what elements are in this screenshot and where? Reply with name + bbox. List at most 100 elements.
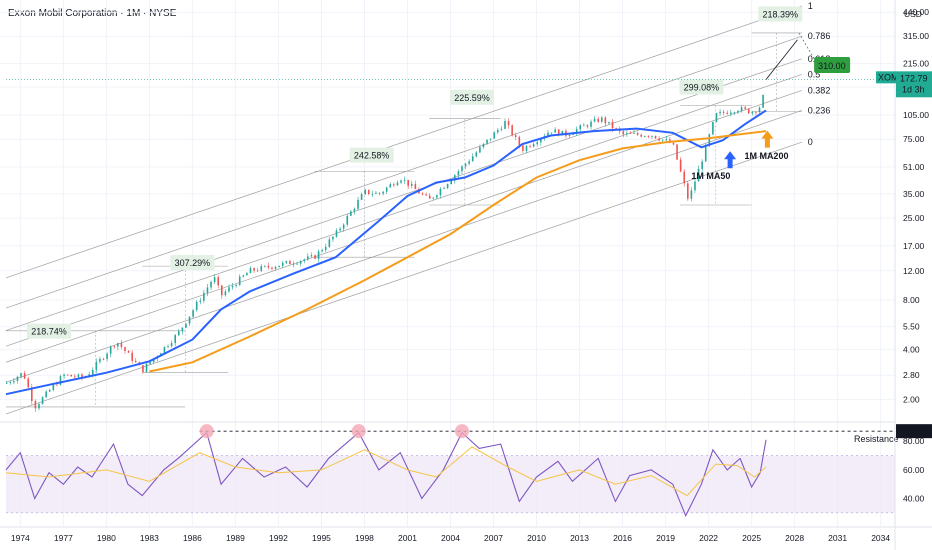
candle-body (74, 376, 76, 378)
x-tick-label: 2007 (484, 533, 503, 543)
pct-box (679, 79, 724, 95)
candle-body (550, 132, 553, 134)
candle-body (31, 387, 33, 401)
y-tick-label: 75.00 (903, 134, 925, 144)
candle-body (127, 351, 130, 353)
candle-body (636, 132, 639, 135)
candle-body (199, 300, 202, 302)
candle-body (536, 142, 539, 145)
candle-body (267, 265, 270, 268)
rsi-tick-label: 60.00 (903, 465, 925, 475)
candle-body (357, 199, 359, 209)
x-tick-label: 2031 (828, 533, 847, 543)
candle-body (296, 263, 298, 265)
x-tick-label: 1995 (312, 533, 331, 543)
candle-body (16, 376, 19, 381)
candle-body (737, 110, 739, 113)
candle-body (393, 184, 395, 186)
candle-body (228, 287, 230, 292)
candle-body (91, 369, 94, 375)
candle-body (292, 263, 295, 265)
candle-body (540, 138, 542, 143)
y-tick-label: 35.00 (903, 189, 925, 199)
candle-body (421, 193, 424, 195)
candle-body (246, 273, 248, 276)
candle-body (471, 156, 474, 162)
candle-body (289, 261, 291, 265)
y-tick-label: 315.00 (903, 31, 929, 41)
candle-body (364, 189, 366, 195)
y-tick-label: 4.00 (903, 345, 920, 355)
pct-box (170, 255, 215, 271)
candle-body (486, 139, 488, 144)
x-tick-label: 1974 (11, 533, 30, 543)
x-tick-label: 1998 (355, 533, 374, 543)
candle-body (342, 224, 345, 229)
candle-body (500, 128, 503, 130)
candle-body (314, 255, 316, 259)
fib-label-0: 0 (808, 137, 813, 147)
fib-line-0.786 (5, 35, 802, 309)
candle-body (704, 144, 707, 162)
candle-body (81, 374, 83, 378)
rsi-line (5, 431, 767, 518)
currency-label: USD (904, 9, 922, 19)
candle-body (95, 361, 98, 370)
candle-body (20, 373, 22, 377)
candle-body (403, 179, 406, 181)
candle-body (134, 360, 137, 363)
candle-body (497, 129, 499, 133)
candle-body (525, 146, 528, 151)
candle-body (5, 382, 8, 384)
candle-body (701, 161, 703, 169)
candle-body (142, 365, 144, 372)
y-tick-label: 5.50 (903, 322, 920, 332)
x-tick-label: 2019 (656, 533, 675, 543)
candle-body (188, 316, 191, 324)
price-badge (896, 71, 932, 98)
candle-body (238, 276, 241, 286)
pct-label: 242.58% (354, 151, 390, 161)
candle-body (464, 163, 467, 167)
candle-body (9, 382, 12, 383)
x-tick-label: 1983 (140, 533, 159, 543)
candle-body (66, 374, 69, 376)
x-tick-label: 2025 (742, 533, 761, 543)
candle-body (651, 135, 653, 137)
candle-body (278, 265, 280, 268)
candle-body (23, 373, 26, 379)
candle-body (328, 239, 331, 247)
candle-body (708, 134, 711, 145)
countdown-text: 1d 3h (902, 84, 925, 94)
candle-body (482, 143, 485, 148)
y-tick-label: 2.80 (903, 370, 920, 380)
y-tick-label: 12.00 (903, 266, 925, 276)
candle-body (303, 259, 306, 262)
candle-body (70, 374, 73, 377)
pct-box (27, 323, 72, 339)
candle-body (622, 131, 625, 135)
y-tick-label: 17.00 (903, 241, 925, 251)
candle-body (310, 255, 313, 257)
candle-body (726, 112, 729, 114)
fib-label-0.236: 0.236 (808, 105, 831, 115)
candle-body (407, 179, 410, 186)
target-badge (814, 57, 851, 74)
candle-body (679, 159, 682, 172)
price-text: 172.79 (900, 73, 928, 83)
candle-body (507, 121, 510, 126)
rsi-tick-label: 80.00 (903, 436, 925, 446)
fib-line-1 (5, 5, 802, 279)
candle-body (762, 95, 764, 108)
x-tick-label: 1989 (226, 533, 245, 543)
candle-body (203, 292, 205, 301)
resistance-value: 87.00 (900, 426, 923, 436)
candle-body (514, 135, 517, 137)
candle-body (683, 171, 686, 184)
x-tick-label: 1977 (54, 533, 73, 543)
y-tick-label: 25.00 (903, 213, 925, 223)
candle-body (400, 180, 402, 183)
candle-body (375, 192, 377, 194)
